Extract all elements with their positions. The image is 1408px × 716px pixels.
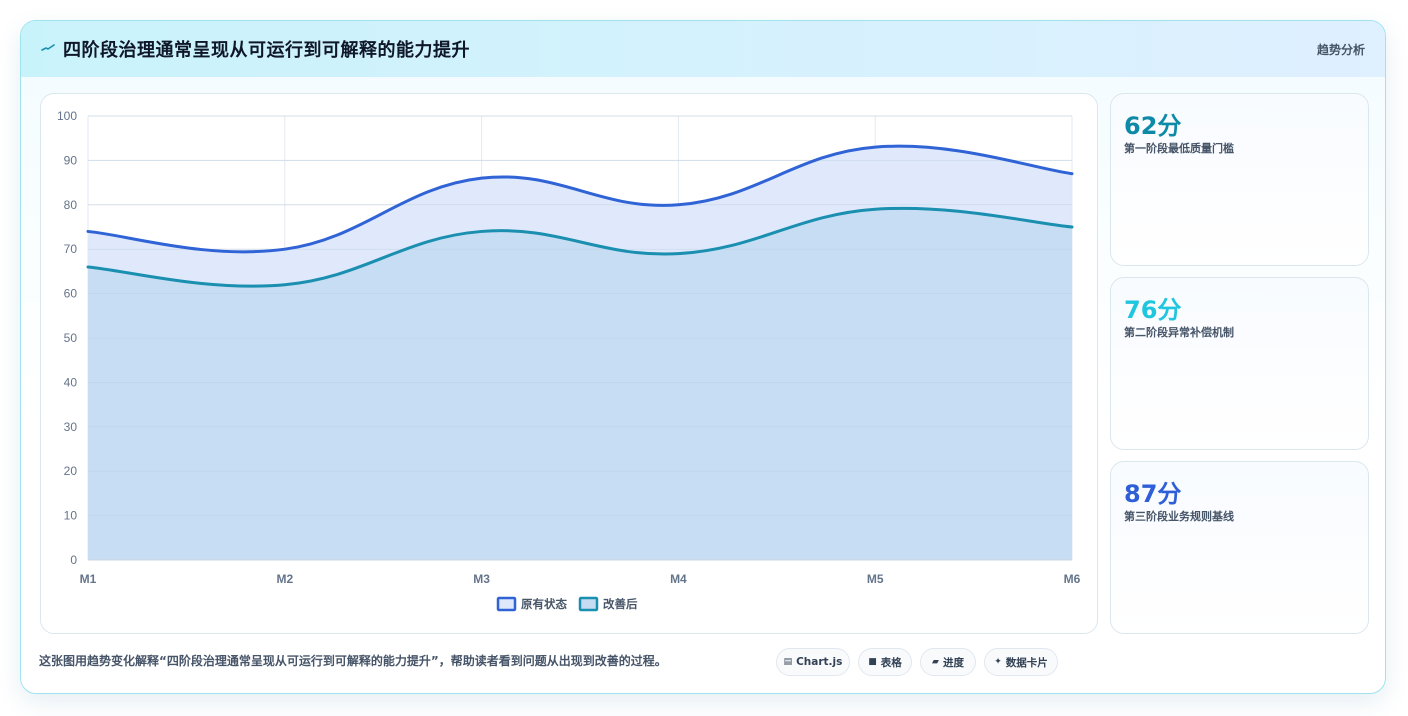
y-tick-label: 50 — [64, 331, 78, 345]
area-chart: 0 10 20 30 40 50 60 70 80 90 100 M1 M2 M3 M4 M5 M6 原有状态 改善… — [57, 109, 1081, 612]
stat-label: 第三阶段业务规则基线 — [1124, 510, 1234, 523]
stat-label: 第一阶段最低质量门槛 — [1124, 142, 1234, 155]
pulse-icon — [41, 44, 55, 51]
trend-tag[interactable]: 趋势分析 — [1316, 43, 1365, 57]
table-pill[interactable]: ■ 表格 — [858, 648, 912, 676]
trend-card: 四阶段治理通常呈现从可运行到可解释的能力提升 趋势分析 0 10 20 30 40 50 6… — [20, 20, 1386, 694]
stat-value: 62分 — [1124, 112, 1182, 140]
pill-label: 数据卡片 — [1005, 656, 1048, 669]
y-tick-label: 40 — [64, 375, 78, 389]
stat-value: 87分 — [1124, 480, 1182, 508]
stat-label: 第二阶段异常补偿机制 — [1124, 326, 1234, 339]
series-line — [86, 144, 1074, 254]
y-tick-label: 30 — [64, 420, 78, 434]
y-tick-label: 70 — [64, 242, 78, 256]
legend-label: 改善后 — [603, 597, 638, 611]
chartjs-pill[interactable]: ▤ Chart.js — [776, 648, 850, 676]
x-tick-label: M4 — [670, 572, 687, 586]
y-tick-label: 10 — [64, 509, 78, 523]
table-icon: ■ — [868, 657, 877, 667]
legend-label: 原有状态 — [521, 597, 567, 611]
y-tick-label: 90 — [64, 153, 78, 167]
y-tick-label: 0 — [70, 553, 77, 567]
chart-icon: ▤ — [783, 657, 793, 667]
series-line — [86, 206, 1074, 288]
y-tick-label: 80 — [64, 198, 78, 212]
sparkle-icon: ✦ — [994, 657, 1002, 667]
x-tick-label: M3 — [473, 572, 490, 586]
x-tick-label: M6 — [1064, 572, 1081, 586]
y-tick-label: 100 — [57, 109, 77, 123]
pill-label: Chart.js — [796, 656, 843, 668]
card-header: 四阶段治理通常呈现从可运行到可解释的能力提升 趋势分析 — [21, 21, 1385, 77]
stat-value: 76分 — [1124, 296, 1182, 324]
legend-swatch — [578, 596, 599, 612]
page-title: 四阶段治理通常呈现从可运行到可解释的能力提升 — [63, 40, 470, 61]
data-card-pill[interactable]: ✦ 数据卡片 — [984, 648, 1058, 676]
series-area — [88, 208, 1072, 560]
chart-caption: 这张图用趋势变化解释“四阶段治理通常呈现从可运行到可解释的能力提升”，帮助读者看… — [39, 654, 667, 668]
stat-card-3: 87分 第三阶段业务规则基线 — [1110, 461, 1369, 634]
stat-card-1: 62分 第一阶段最低质量门槛 — [1110, 93, 1369, 266]
y-tick-label: 20 — [64, 464, 78, 478]
y-tick-label: 60 — [64, 287, 78, 301]
legend-swatch — [496, 596, 517, 612]
pill-label: 进度 — [942, 656, 964, 669]
pill-label: 表格 — [880, 656, 902, 669]
x-tick-label: M5 — [867, 572, 884, 586]
x-tick-label: M2 — [276, 572, 293, 586]
progress-icon: ▰ — [932, 657, 939, 667]
stat-card-2: 76分 第二阶段异常补偿机制 — [1110, 277, 1369, 450]
progress-pill[interactable]: ▰ 进度 — [920, 648, 976, 676]
chart-panel: 0 10 20 30 40 50 60 70 80 90 100 M1 M2 M3 M4 M5 M6 原有状态 改善… — [40, 93, 1098, 634]
x-tick-label: M1 — [80, 572, 97, 586]
